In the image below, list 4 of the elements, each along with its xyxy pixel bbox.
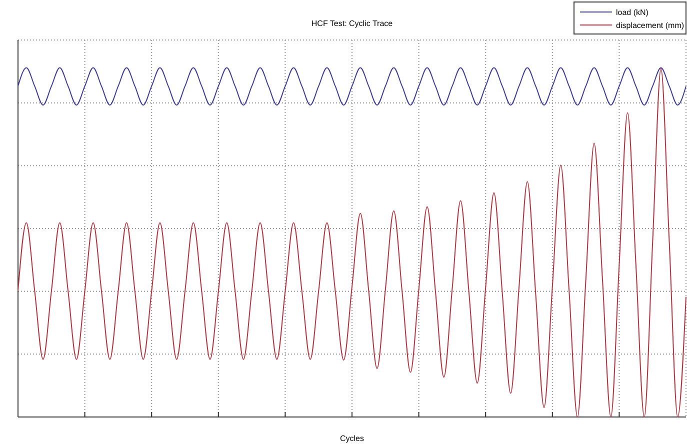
chart-title: HCF Test: Cyclic Trace bbox=[311, 19, 394, 28]
legend-label: load (kN) bbox=[616, 8, 649, 17]
x-axis-title: Cycles bbox=[340, 434, 364, 443]
legend-label: displacement (mm) bbox=[616, 21, 684, 30]
